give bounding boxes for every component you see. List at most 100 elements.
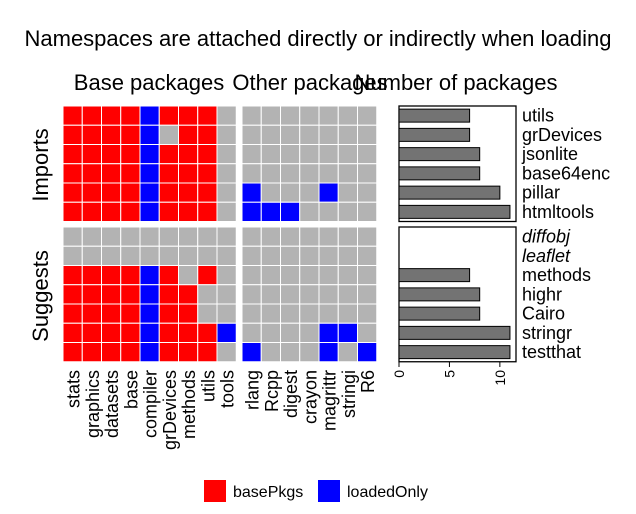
suggests-base-cell <box>62 303 83 324</box>
imports-base-cell <box>139 105 160 126</box>
imports-base-cell <box>139 144 160 165</box>
suggests-other-cell <box>299 322 320 343</box>
imports-other-cell <box>260 124 281 145</box>
base-column-tick-label: methods <box>179 370 199 439</box>
suggests-other-cell <box>357 322 378 343</box>
suggests-other-cell <box>337 342 358 363</box>
imports-other-cell <box>318 201 339 222</box>
suggests-base-cell <box>197 245 218 266</box>
suggests-other-cell <box>260 265 281 286</box>
suggests-base-cell <box>81 322 102 343</box>
imports-base-cell <box>62 163 83 184</box>
imports-row-label: htmltools <box>522 202 594 222</box>
suggests-base-cell <box>101 322 122 343</box>
imports-other-cell <box>357 163 378 184</box>
imports-other-cell <box>280 144 301 165</box>
imports-bar <box>398 166 481 181</box>
suggests-base-cell <box>178 226 199 247</box>
imports-other-cell <box>357 105 378 126</box>
imports-base-cell <box>101 201 122 222</box>
suggests-other-cell <box>260 226 281 247</box>
imports-base-cell <box>197 124 218 145</box>
suggests-base-cell <box>139 226 160 247</box>
suggests-bar <box>398 325 511 340</box>
imports-base-cell <box>101 105 122 126</box>
imports-base-cell <box>101 144 122 165</box>
imports-base-cell <box>197 182 218 203</box>
imports-base-cell <box>158 144 179 165</box>
imports-other-cell <box>299 201 320 222</box>
count-axis-tick-label: 10 <box>492 370 508 386</box>
suggests-base-cell <box>62 245 83 266</box>
suggests-base-cell <box>216 265 237 286</box>
imports-base-cell <box>216 201 237 222</box>
suggests-row-label: highr <box>522 284 562 304</box>
suggests-base-cell <box>120 303 141 324</box>
imports-base-cell <box>120 163 141 184</box>
imports-other-cell <box>318 163 339 184</box>
suggests-base-cell <box>158 284 179 305</box>
other-column-tick-label: digest <box>281 370 301 418</box>
imports-other-cell <box>337 105 358 126</box>
imports-other-cell <box>260 163 281 184</box>
suggests-base-cell <box>62 342 83 363</box>
suggests-base-cell <box>178 322 199 343</box>
suggests-base-cell <box>216 245 237 266</box>
imports-base-cell <box>81 163 102 184</box>
legend-swatch-loadedonly <box>318 480 340 502</box>
suggests-base-cell <box>197 226 218 247</box>
imports-base-cell <box>139 201 160 222</box>
suggests-other-cell <box>337 245 358 266</box>
imports-base-cell <box>62 144 83 165</box>
other-column-tick-label: R6 <box>358 370 378 393</box>
suggests-other-cell <box>299 342 320 363</box>
imports-base-cell <box>120 201 141 222</box>
imports-bar <box>398 185 501 200</box>
imports-other-cell <box>280 201 301 222</box>
imports-other-cell <box>241 201 262 222</box>
suggests-other-cell <box>337 284 358 305</box>
suggests-other-cell <box>299 284 320 305</box>
suggests-base-cell <box>197 284 218 305</box>
imports-base-cell <box>178 163 199 184</box>
suggests-base-cell <box>120 342 141 363</box>
imports-other-cell <box>241 182 262 203</box>
base-column-tick-label: stats <box>64 370 84 408</box>
imports-other-cell <box>241 124 262 145</box>
suggests-row-label: Cairo <box>522 304 565 324</box>
other-column-tick-label: magrittr <box>320 370 340 431</box>
imports-base-cell <box>216 124 237 145</box>
suggests-base-cell <box>120 322 141 343</box>
suggests-other-cell <box>299 265 320 286</box>
suggests-other-cell <box>241 226 262 247</box>
suggests-base-cell <box>62 226 83 247</box>
suggests-bar <box>398 306 481 321</box>
suggests-base-cell <box>81 226 102 247</box>
imports-other-cell <box>337 201 358 222</box>
suggests-base-cell <box>120 265 141 286</box>
suggests-base-cell <box>62 265 83 286</box>
suggests-base-cell <box>101 265 122 286</box>
imports-base-cell <box>81 182 102 203</box>
suggests-other-cell <box>260 342 281 363</box>
count-axis-tick-label: 5 <box>441 370 457 378</box>
suggests-base-cell <box>197 265 218 286</box>
suggests-other-cell <box>280 245 301 266</box>
imports-base-cell <box>120 124 141 145</box>
imports-other-cell <box>241 144 262 165</box>
suggests-other-cell <box>260 245 281 266</box>
suggests-row-label: testthat <box>522 342 581 362</box>
suggests-bar <box>398 287 481 302</box>
imports-base-cell <box>62 105 83 126</box>
imports-row-label: grDevices <box>522 125 602 145</box>
suggests-base-cell <box>178 245 199 266</box>
suggests-row-label: stringr <box>522 323 572 343</box>
imports-base-cell <box>81 124 102 145</box>
suggests-base-cell <box>62 322 83 343</box>
imports-other-cell <box>357 144 378 165</box>
imports-other-cell <box>280 182 301 203</box>
suggests-base-cell <box>101 303 122 324</box>
imports-base-cell <box>120 182 141 203</box>
imports-bar <box>398 127 471 142</box>
imports-base-cell <box>178 201 199 222</box>
